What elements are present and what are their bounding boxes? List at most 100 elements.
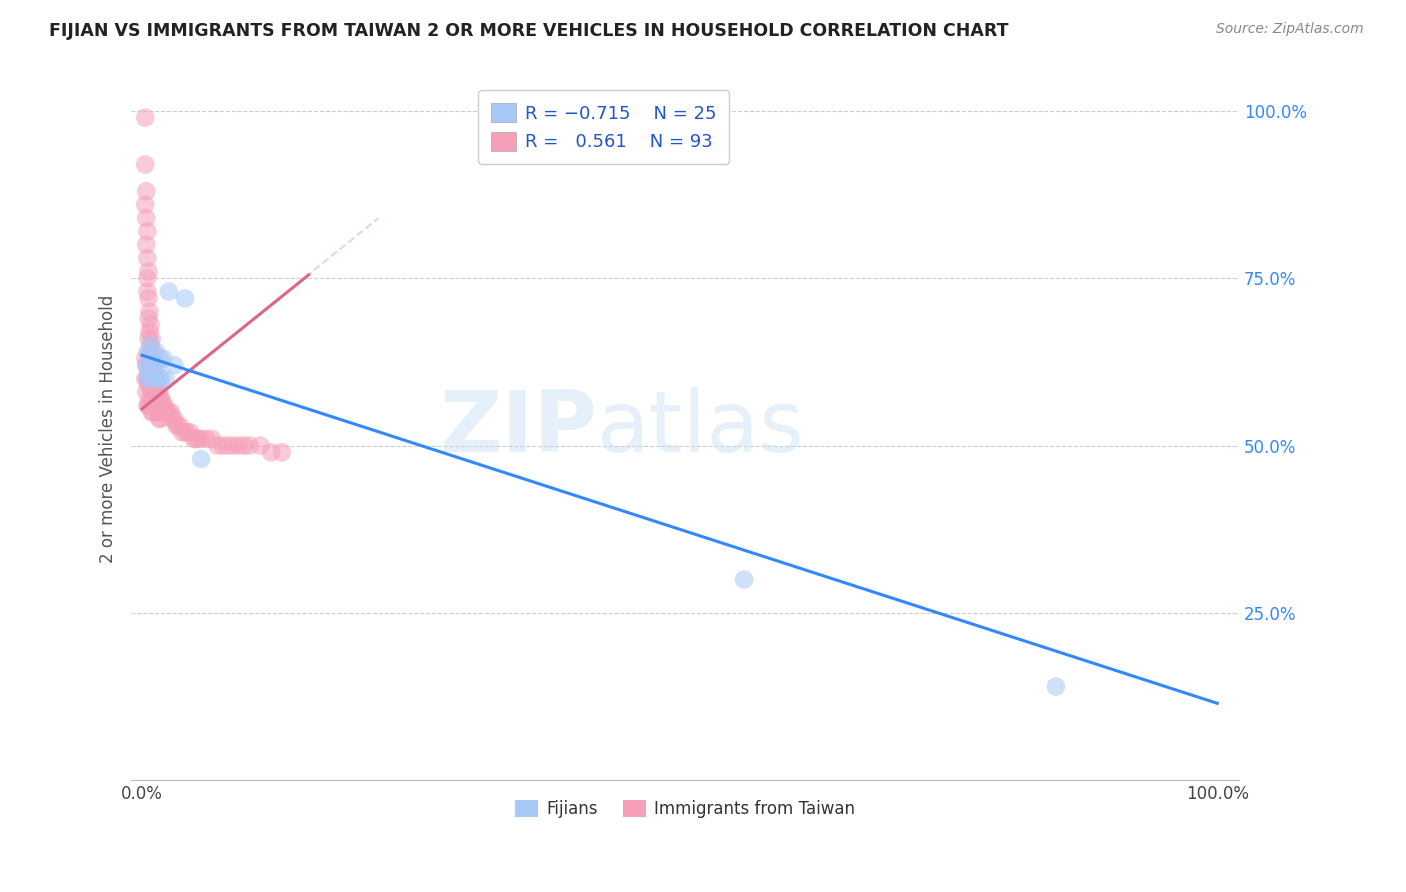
Point: [148, 385, 170, 400]
Point: [138, 399, 160, 413]
Point: [146, 359, 169, 373]
Point: [135, 359, 157, 373]
Point: [174, 291, 197, 305]
Point: [166, 418, 188, 433]
Point: [134, 157, 156, 171]
Point: [138, 392, 160, 406]
Point: [142, 365, 165, 379]
Point: [143, 399, 166, 413]
Point: [163, 359, 186, 373]
Point: [141, 351, 163, 366]
Point: [142, 378, 165, 392]
Point: [135, 184, 157, 198]
Y-axis label: 2 or more Vehicles in Household: 2 or more Vehicles in Household: [100, 294, 117, 563]
Point: [139, 359, 162, 373]
Point: [184, 432, 207, 446]
Point: [195, 432, 218, 446]
Point: [260, 445, 283, 459]
Point: [222, 439, 245, 453]
Point: [201, 432, 224, 446]
Point: [141, 385, 163, 400]
Legend: Fijians, Immigrants from Taiwan: Fijians, Immigrants from Taiwan: [508, 793, 862, 825]
Point: [211, 439, 233, 453]
Text: atlas: atlas: [596, 387, 804, 470]
Point: [149, 392, 172, 406]
Point: [138, 365, 160, 379]
Point: [142, 392, 165, 406]
Point: [145, 372, 167, 386]
Point: [136, 399, 159, 413]
Point: [138, 331, 160, 345]
Point: [136, 344, 159, 359]
Point: [139, 338, 162, 352]
Point: [142, 344, 165, 359]
Point: [141, 331, 163, 345]
Point: [163, 412, 186, 426]
Point: [183, 432, 205, 446]
Point: [179, 425, 201, 440]
Point: [146, 378, 169, 392]
Point: [142, 359, 165, 373]
Point: [139, 378, 162, 392]
Point: [169, 418, 191, 433]
Point: [139, 399, 162, 413]
Point: [143, 365, 166, 379]
Point: [228, 439, 250, 453]
Point: [174, 425, 197, 440]
Point: [187, 432, 209, 446]
Point: [146, 405, 169, 419]
Point: [1045, 680, 1067, 694]
Point: [142, 392, 165, 406]
Point: [249, 439, 271, 453]
Point: [270, 445, 292, 459]
Point: [136, 224, 159, 238]
Point: [142, 392, 165, 406]
Point: [138, 291, 160, 305]
Point: [138, 264, 160, 278]
Point: [141, 351, 163, 366]
Point: [733, 573, 755, 587]
Point: [152, 351, 174, 366]
Text: FIJIAN VS IMMIGRANTS FROM TAIWAN 2 OR MORE VEHICLES IN HOUSEHOLD CORRELATION CHA: FIJIAN VS IMMIGRANTS FROM TAIWAN 2 OR MO…: [49, 22, 1008, 40]
Point: [145, 392, 167, 406]
Point: [152, 399, 174, 413]
Point: [207, 439, 229, 453]
Point: [190, 432, 212, 446]
Point: [149, 351, 172, 366]
Point: [134, 111, 156, 125]
Point: [148, 412, 170, 426]
Point: [146, 378, 169, 392]
Point: [233, 439, 256, 453]
Point: [165, 418, 187, 433]
Point: [138, 372, 160, 386]
Point: [136, 372, 159, 386]
Point: [238, 439, 260, 453]
Point: [152, 399, 174, 413]
Point: [149, 412, 172, 426]
Point: [138, 344, 160, 359]
Point: [138, 372, 160, 386]
Point: [139, 338, 162, 352]
Point: [145, 344, 167, 359]
Point: [135, 237, 157, 252]
Point: [136, 372, 159, 386]
Point: [170, 425, 193, 440]
Point: [136, 251, 159, 265]
Point: [138, 359, 160, 373]
Point: [134, 372, 156, 386]
Point: [135, 211, 157, 225]
Point: [139, 318, 162, 332]
Point: [150, 372, 173, 386]
Point: [190, 452, 212, 467]
Point: [157, 285, 180, 299]
Point: [160, 405, 183, 419]
Point: [155, 405, 177, 419]
Point: [217, 439, 239, 453]
Point: [138, 311, 160, 326]
Point: [148, 372, 170, 386]
Point: [136, 271, 159, 285]
Point: [134, 351, 156, 366]
Point: [138, 325, 160, 339]
Point: [146, 392, 169, 406]
Point: [136, 285, 159, 299]
